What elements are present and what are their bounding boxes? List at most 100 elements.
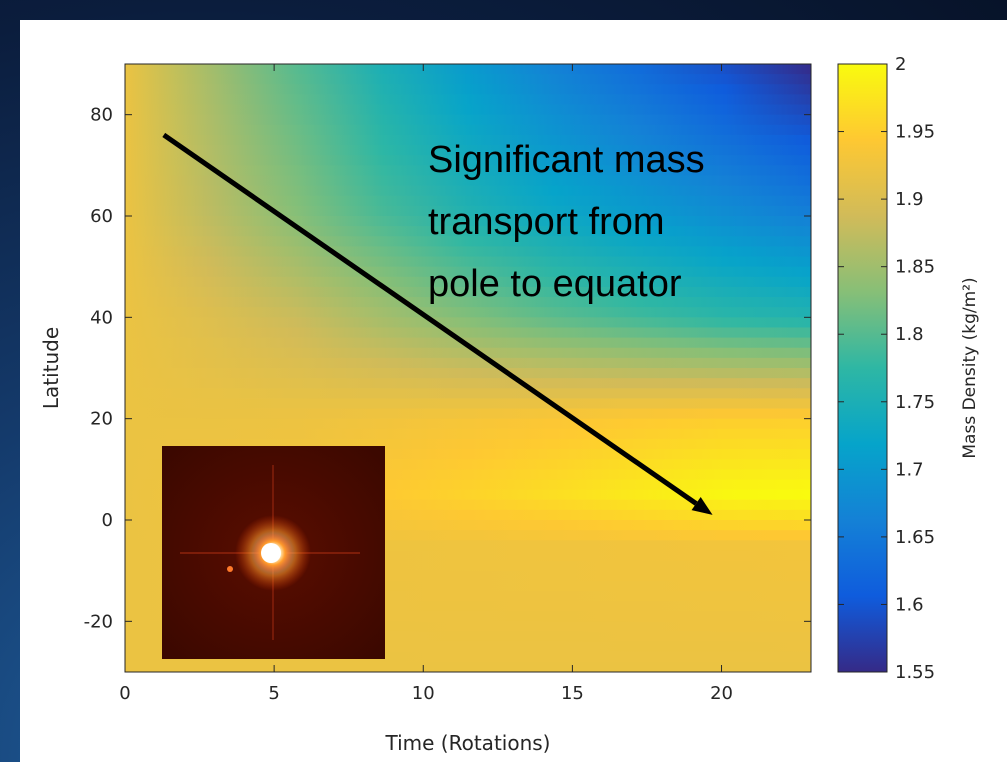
heatmap-band <box>125 205 811 217</box>
heatmap-band <box>125 590 811 602</box>
heatmap-band <box>125 307 811 318</box>
heatmap-band <box>125 276 811 288</box>
heatmap-band <box>125 530 811 541</box>
heatmap-band <box>125 398 811 410</box>
colorbar-tick-label: 1.8 <box>895 324 924 345</box>
heatmap-band <box>125 479 811 491</box>
heatmap-band <box>125 520 811 531</box>
heatmap-band <box>125 560 811 572</box>
y-tick-label: 80 <box>90 105 113 126</box>
arrow-head <box>691 496 713 515</box>
heatmap-band <box>125 124 811 136</box>
heatmap-band <box>125 357 811 369</box>
heatmap-band <box>125 388 811 399</box>
heatmap-band <box>125 74 811 85</box>
y-tick-label: 0 <box>102 510 113 531</box>
y-axis-ticks: -20 0 20 40 60 80 <box>84 105 811 632</box>
heatmap-band <box>125 165 811 177</box>
heatmap-band <box>125 145 811 156</box>
heatmap-band <box>125 408 811 420</box>
plot-frame <box>124 63 812 673</box>
heatmap-band <box>125 84 811 95</box>
x-axis-ticks: 0 5 10 15 20 <box>119 64 733 704</box>
colorbar-tick-label: 1.9 <box>895 189 924 210</box>
heatmap-band <box>125 327 811 339</box>
y-tick-label: -20 <box>84 611 113 632</box>
colorbar-label: Mass Density (kg/m²) <box>960 277 980 458</box>
y-tick-label: 40 <box>90 307 113 328</box>
x-tick-label: 15 <box>561 683 584 704</box>
heatmap-band <box>125 449 811 460</box>
transport-arrow <box>162 132 713 515</box>
heatmap-band <box>125 611 811 622</box>
colorbar-tick-label: 1.7 <box>895 459 924 480</box>
x-tick-label: 20 <box>710 683 733 704</box>
annotation-text: Significant mass transport from pole to … <box>428 139 705 305</box>
colorbar-tick-label: 2 <box>895 54 906 75</box>
heatmap-band <box>125 601 811 612</box>
heatmap-band <box>125 286 811 298</box>
heatmap-band <box>125 266 811 278</box>
colorbar-tick-label: 1.95 <box>895 122 935 143</box>
arrow-shaft <box>162 132 698 506</box>
heatmap-band <box>125 236 811 247</box>
heatmap-band <box>125 540 811 551</box>
colorbar: 1.55 1.6 1.65 1.7 1.75 1.8 1.85 1.9 1.95 2 Mass D… <box>837 54 980 683</box>
heatmap-band <box>125 570 811 582</box>
x-axis-label: Time (Rotations) <box>385 731 551 755</box>
heatmap-band <box>125 368 811 379</box>
heatmap-band <box>125 641 811 653</box>
x-tick-label: 10 <box>412 683 435 704</box>
heatmap-band <box>125 297 811 308</box>
y-tick-label: 20 <box>90 409 113 430</box>
density-chart: Significant mass transport from pole to … <box>39 54 980 755</box>
heatmap-band <box>125 580 811 592</box>
heatmap-band <box>125 509 811 521</box>
heatmap-band <box>125 489 811 501</box>
heatmap-band <box>125 246 811 258</box>
heatmap-band <box>125 378 811 389</box>
heatmap-band <box>125 94 811 106</box>
heatmap-band <box>125 134 811 146</box>
colorbar-tick-label: 1.65 <box>895 527 935 548</box>
colorbar-tick-label: 1.85 <box>895 257 935 278</box>
heatmap-band <box>125 195 811 207</box>
colorbar-gradient <box>837 63 888 673</box>
heatmap-band <box>125 347 811 359</box>
heatmap-band <box>125 428 811 440</box>
inset-star-image <box>162 446 385 659</box>
heatmap-band <box>125 661 811 672</box>
annotation-line-2: transport from <box>428 201 665 243</box>
annotation-line-3: pole to equator <box>428 263 682 305</box>
heatmap-band <box>125 104 811 116</box>
annotation-line-1: Significant mass <box>428 139 705 181</box>
heatmap-band <box>125 631 811 643</box>
heatmap-band <box>125 226 811 237</box>
colorbar-tick-label: 1.6 <box>895 594 924 615</box>
heatmap-band <box>125 317 811 329</box>
heatmap-band <box>125 256 811 268</box>
heatmap-band <box>125 621 811 633</box>
figure-panel: Significant mass transport from pole to … <box>20 20 1007 762</box>
heatmap-band <box>125 438 811 450</box>
heatmap-band <box>125 550 811 562</box>
y-axis-label: Latitude <box>39 327 63 409</box>
heatmap-band <box>125 499 811 511</box>
heatmap-band <box>125 155 811 166</box>
y-tick-label: 60 <box>90 206 113 227</box>
heatmap-band <box>125 651 811 663</box>
colorbar-tick-label: 1.75 <box>895 392 935 413</box>
heatmap-band <box>125 185 811 197</box>
colorbar-ticks: 1.55 1.6 1.65 1.7 1.75 1.8 1.85 1.9 1.95 2 <box>838 54 935 683</box>
heatmap-band <box>125 469 811 481</box>
x-tick-label: 5 <box>268 683 279 704</box>
heatmap-band <box>125 216 811 227</box>
x-tick-label: 0 <box>119 683 130 704</box>
heatmap-area <box>125 64 811 672</box>
colorbar-tick-label: 1.55 <box>895 662 935 683</box>
heatmap-band <box>125 64 811 75</box>
heatmap-band <box>125 459 811 470</box>
heatmap-band <box>125 418 811 430</box>
heatmap-band <box>125 175 811 187</box>
